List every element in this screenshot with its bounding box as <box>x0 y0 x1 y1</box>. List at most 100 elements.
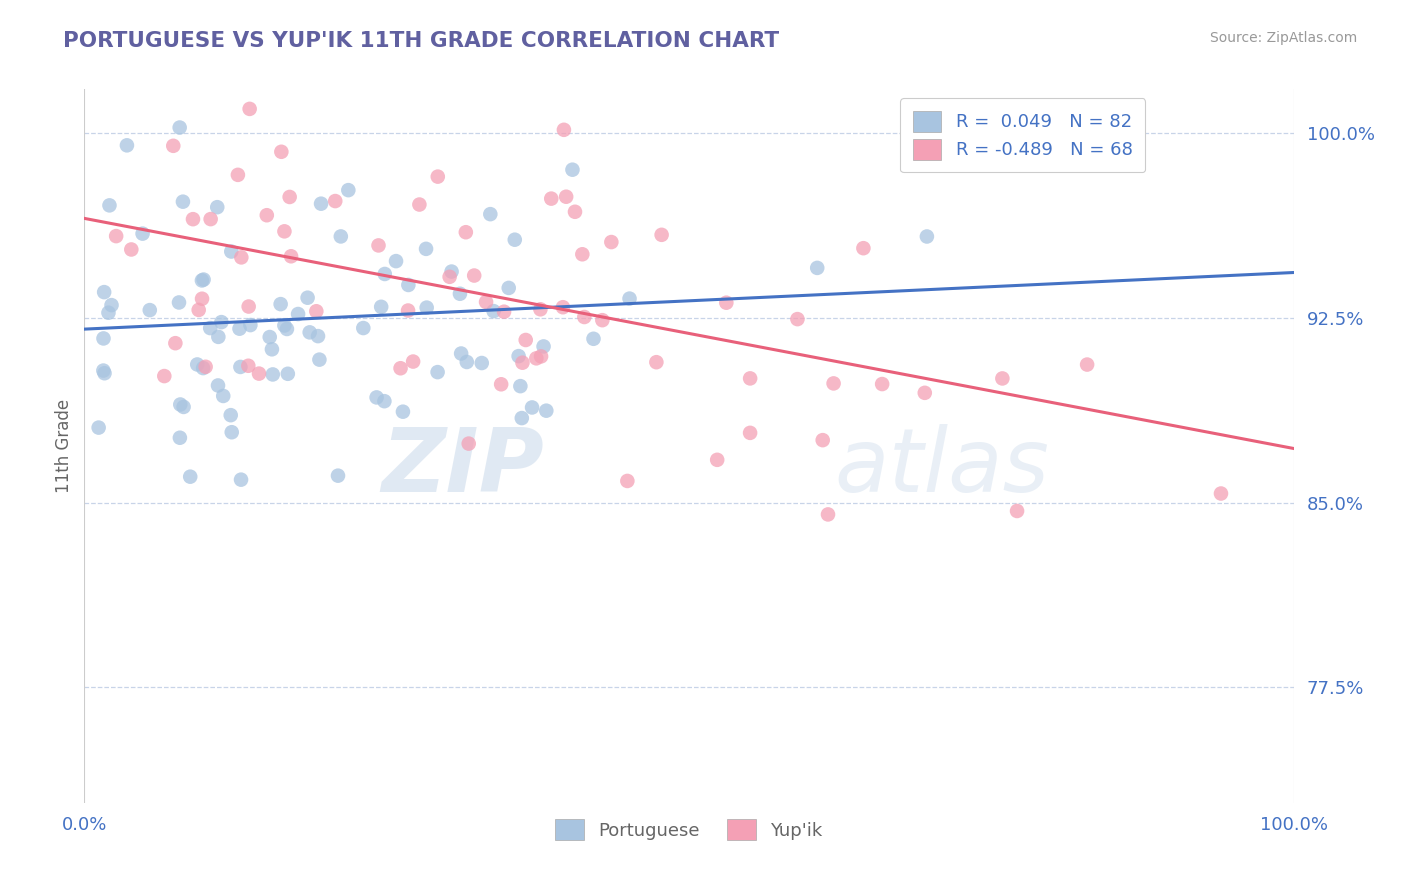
Point <box>162 138 184 153</box>
Point <box>520 401 543 415</box>
Point <box>93 285 115 299</box>
Point <box>298 326 321 340</box>
Point <box>914 385 936 400</box>
Point <box>169 397 191 411</box>
Point <box>564 204 586 219</box>
Point <box>259 330 281 344</box>
Point <box>287 307 309 321</box>
Point <box>366 391 388 405</box>
Point <box>200 321 222 335</box>
Point <box>706 453 728 467</box>
Point <box>540 192 562 206</box>
Point <box>561 162 583 177</box>
Point <box>619 292 641 306</box>
Point <box>574 310 596 324</box>
Point <box>536 403 558 417</box>
Point <box>229 473 252 487</box>
Point <box>524 351 547 366</box>
Point <box>209 315 232 329</box>
Point <box>738 425 761 440</box>
Point <box>426 365 449 379</box>
Point <box>173 400 195 414</box>
Point <box>194 359 217 374</box>
Point <box>991 371 1014 385</box>
Point <box>786 312 808 326</box>
Point <box>280 249 302 263</box>
Point <box>212 389 235 403</box>
Point <box>93 363 115 377</box>
Point <box>370 300 392 314</box>
Point <box>93 366 115 380</box>
Point <box>616 474 638 488</box>
Point <box>1005 504 1028 518</box>
Point <box>329 229 352 244</box>
Point <box>323 194 346 208</box>
Point <box>193 272 215 286</box>
Point <box>600 235 623 249</box>
Point <box>256 208 278 222</box>
Point <box>305 304 328 318</box>
Point <box>309 196 332 211</box>
Point <box>307 329 329 343</box>
Point <box>262 368 284 382</box>
Point <box>191 292 214 306</box>
Point <box>402 354 425 368</box>
Point <box>510 411 533 425</box>
Point <box>270 145 292 159</box>
Point <box>247 367 270 381</box>
Point <box>231 251 253 265</box>
Point <box>396 303 419 318</box>
Point <box>373 394 395 409</box>
Point <box>454 225 477 239</box>
Point <box>811 433 834 447</box>
Text: atlas: atlas <box>834 425 1049 510</box>
Point <box>740 371 762 385</box>
Point <box>449 286 471 301</box>
Point <box>238 300 260 314</box>
Point <box>385 254 408 268</box>
Point <box>191 361 214 376</box>
Point <box>98 198 121 212</box>
Point <box>270 297 292 311</box>
Point <box>97 306 120 320</box>
Point <box>87 420 110 434</box>
Point <box>169 431 191 445</box>
Point <box>297 291 319 305</box>
Point <box>228 321 250 335</box>
Point <box>408 197 430 211</box>
Point <box>337 183 360 197</box>
Legend: Portuguese, Yup'ik: Portuguese, Yup'ik <box>548 812 830 847</box>
Point <box>457 436 479 450</box>
Point <box>207 200 229 214</box>
Point <box>489 377 512 392</box>
Point <box>396 277 419 292</box>
Point <box>308 352 330 367</box>
Point <box>415 242 437 256</box>
Point <box>439 269 461 284</box>
Point <box>494 304 516 318</box>
Point <box>415 301 437 315</box>
Point <box>512 356 534 370</box>
Point <box>239 318 262 332</box>
Point <box>571 247 593 261</box>
Point <box>530 350 553 364</box>
Text: ZIP: ZIP <box>381 424 544 511</box>
Point <box>278 190 301 204</box>
Point <box>115 138 138 153</box>
Point <box>482 304 505 318</box>
Point <box>817 508 839 522</box>
Point <box>207 330 229 344</box>
Point <box>139 303 162 318</box>
Point <box>226 168 249 182</box>
Point <box>153 369 176 384</box>
Point <box>870 377 893 392</box>
Point <box>181 212 204 227</box>
Point <box>179 469 201 483</box>
Point <box>105 229 128 244</box>
Point <box>238 359 260 373</box>
Point <box>100 298 122 312</box>
Point <box>277 367 299 381</box>
Point <box>172 194 194 209</box>
Point <box>131 227 153 241</box>
Point <box>463 268 485 283</box>
